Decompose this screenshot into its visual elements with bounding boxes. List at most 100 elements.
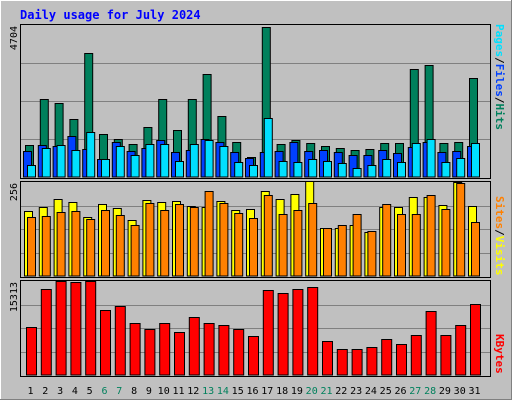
bar-pages-day-28 <box>426 139 436 178</box>
x-tick-label: 11 <box>172 386 184 397</box>
bar-kbytes-day-24 <box>366 347 378 376</box>
bar-pages-day-31 <box>471 143 480 178</box>
bar-sites-day-13 <box>204 191 214 277</box>
bar-pages-day-15 <box>234 162 244 178</box>
bar-sites-day-18 <box>278 214 288 277</box>
x-tick-label: 17 <box>261 386 273 397</box>
bar-kbytes-day-16 <box>248 336 259 376</box>
bar-sites-day-11 <box>175 204 184 277</box>
bar-sites-day-29 <box>441 209 451 277</box>
bar-pages-day-12 <box>189 144 199 178</box>
bar-sites-day-9 <box>145 203 155 277</box>
legend-visits: Visits <box>493 236 506 276</box>
bar-pages-day-13 <box>204 140 214 178</box>
bar-pages-day-6 <box>101 159 110 178</box>
bar-sites-day-10 <box>160 210 170 277</box>
bar-sites-day-6 <box>101 210 110 277</box>
bar-sites-day-17 <box>263 195 273 277</box>
bar-pages-day-19 <box>293 162 303 178</box>
bar-kbytes-day-30 <box>455 325 467 376</box>
bar-pages-day-25 <box>382 159 392 178</box>
x-tick-label: 21 <box>320 386 332 397</box>
x-tick-label: 27 <box>409 386 421 397</box>
x-tick-label: 3 <box>57 386 63 397</box>
hits-ymax-label: 4704 <box>9 26 20 50</box>
legend-sites: Sites <box>493 196 506 229</box>
bar-sites-day-27 <box>411 214 421 277</box>
x-tick-label: 30 <box>454 386 466 397</box>
bar-kbytes-day-21 <box>322 341 333 376</box>
bar-sites-day-20 <box>308 203 318 277</box>
bar-sites-day-3 <box>56 212 66 277</box>
hits-legend: Pages/Files/Hits <box>493 24 506 130</box>
bar-kbytes-day-1 <box>26 327 37 376</box>
legend-kbytes: KBytes <box>493 334 506 374</box>
x-tick-label: 18 <box>276 386 288 397</box>
bar-kbytes-day-13 <box>203 323 215 376</box>
bar-pages-day-29 <box>441 162 451 178</box>
bar-pages-day-22 <box>337 163 347 178</box>
x-tick-label: 1 <box>27 386 33 397</box>
bar-kbytes-day-23 <box>351 349 363 376</box>
bar-kbytes-day-25 <box>381 339 393 376</box>
x-tick-label: 13 <box>202 386 214 397</box>
x-tick-label: 5 <box>87 386 93 397</box>
bar-pages-day-5 <box>86 132 96 178</box>
x-tick-label: 19 <box>291 386 303 397</box>
bar-pages-day-17 <box>263 118 273 178</box>
bar-sites-day-15 <box>234 213 244 277</box>
bar-sites-day-4 <box>71 211 81 277</box>
bar-sites-day-22 <box>337 225 347 277</box>
bar-sites-day-31 <box>471 222 480 277</box>
bar-kbytes-day-3 <box>55 281 67 376</box>
bar-kbytes-day-28 <box>425 311 437 376</box>
chart-title: Daily usage for July 2024 <box>20 8 201 22</box>
x-tick-label: 4 <box>72 386 78 397</box>
bar-kbytes-day-12 <box>188 317 200 376</box>
x-tick-label: 15 <box>232 386 244 397</box>
x-tick-label: 16 <box>246 386 258 397</box>
bar-kbytes-day-9 <box>144 329 156 376</box>
visits-ymax-label: 256 <box>9 183 20 201</box>
bar-pages-day-18 <box>278 161 288 178</box>
x-tick-label: 31 <box>468 386 480 397</box>
bar-kbytes-day-5 <box>85 281 97 376</box>
x-tick-label: 25 <box>380 386 392 397</box>
legend-sep-3: / <box>493 229 506 236</box>
bar-kbytes-day-14 <box>218 325 230 376</box>
x-tick-label: 20 <box>306 386 318 397</box>
bar-sites-day-30 <box>456 183 466 277</box>
bar-pages-day-7 <box>115 146 125 178</box>
visits-legend: Sites/Visits <box>493 196 506 276</box>
bar-pages-day-2 <box>41 148 51 178</box>
x-tick-label: 26 <box>394 386 406 397</box>
x-tick-label: 9 <box>146 386 152 397</box>
bar-kbytes-day-27 <box>410 335 422 376</box>
bar-kbytes-day-11 <box>174 332 185 376</box>
bar-pages-day-4 <box>71 150 81 178</box>
bar-kbytes-day-19 <box>292 289 304 376</box>
x-tick-label: 22 <box>335 386 347 397</box>
bar-sites-day-25 <box>382 204 392 277</box>
bar-kbytes-day-31 <box>470 304 481 376</box>
bar-sites-day-19 <box>293 210 303 277</box>
bar-sites-day-7 <box>115 215 125 277</box>
bar-pages-day-1 <box>27 165 36 178</box>
bar-pages-day-3 <box>56 145 66 178</box>
x-tick-label: 8 <box>131 386 137 397</box>
bar-pages-day-27 <box>411 143 421 178</box>
legend-pages: Pages <box>493 24 506 57</box>
bar-pages-day-23 <box>352 168 362 178</box>
bar-sites-day-14 <box>219 203 229 277</box>
bar-sites-day-16 <box>249 218 258 277</box>
bar-pages-day-8 <box>130 155 140 178</box>
legend-sep-1: / <box>493 57 506 64</box>
bar-sites-day-8 <box>130 225 140 277</box>
bar-pages-day-26 <box>397 162 406 178</box>
bar-pages-day-20 <box>308 159 318 178</box>
bar-kbytes-day-15 <box>233 329 245 376</box>
legend-files: Files <box>493 64 506 97</box>
bar-kbytes-day-6 <box>100 310 111 376</box>
